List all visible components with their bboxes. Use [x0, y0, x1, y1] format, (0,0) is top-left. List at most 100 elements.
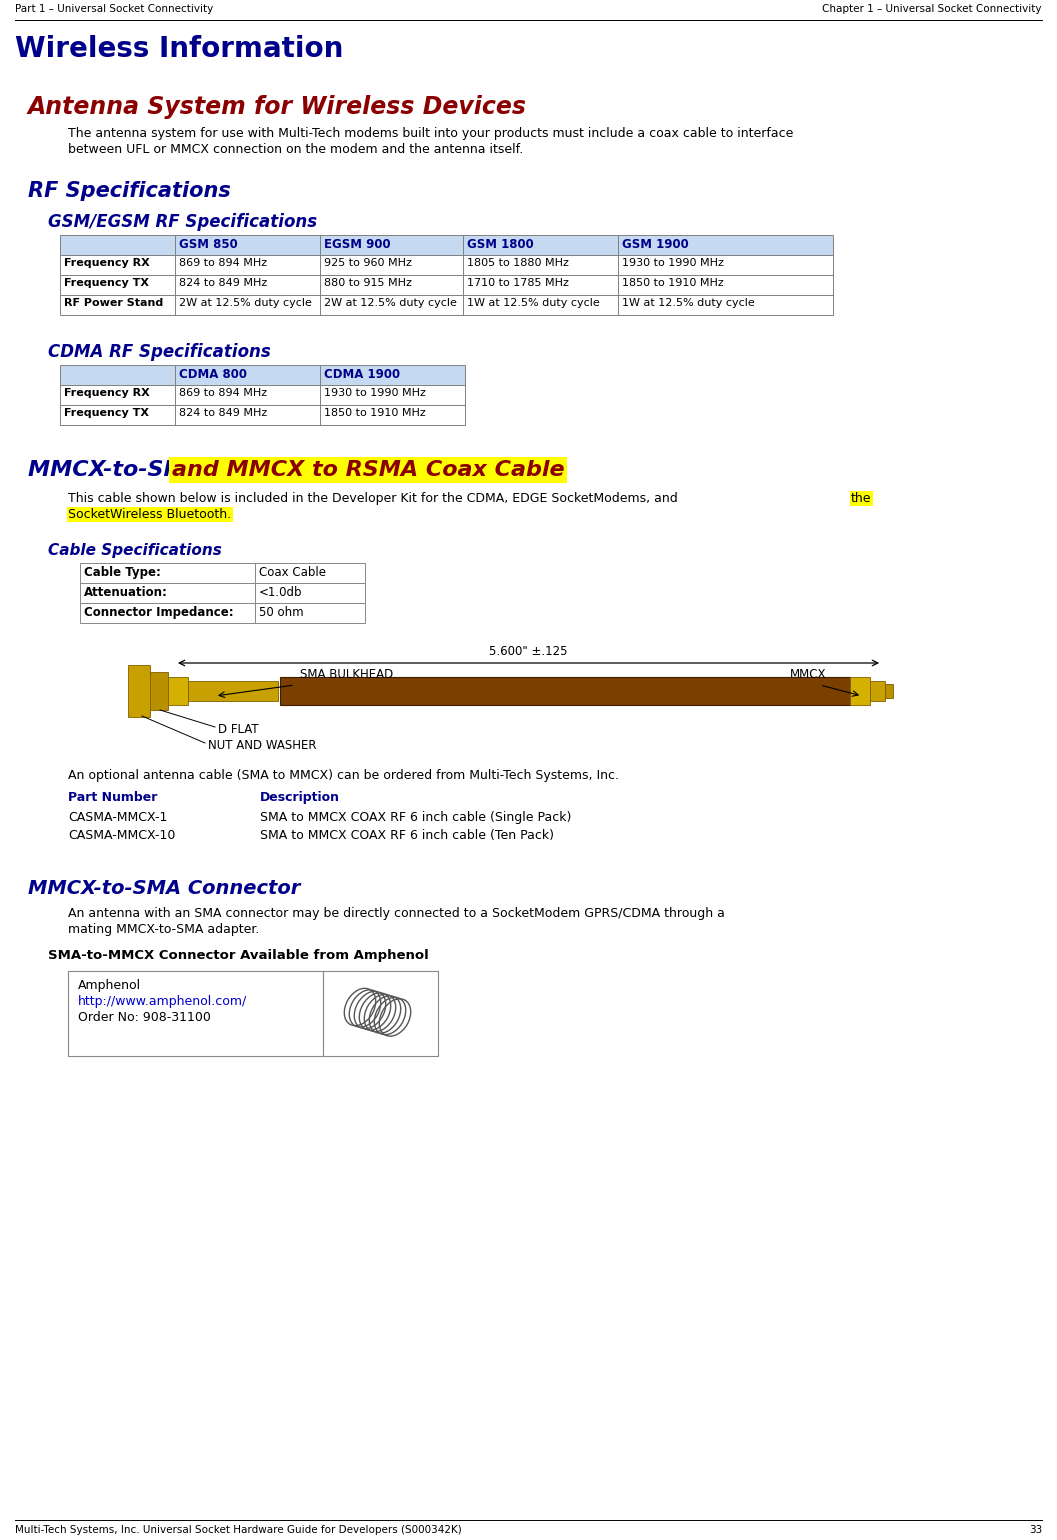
- Bar: [175, 365, 320, 385]
- Bar: [255, 584, 365, 604]
- Text: mating MMCX-to-SMA adapter.: mating MMCX-to-SMA adapter.: [68, 922, 259, 936]
- Text: http://www.amphenol.com/: http://www.amphenol.com/: [78, 995, 247, 1009]
- Text: SMA to MMCX COAX RF 6 inch cable (Single Pack): SMA to MMCX COAX RF 6 inch cable (Single…: [260, 812, 572, 824]
- Bar: [60, 256, 175, 276]
- Text: RF Specifications: RF Specifications: [27, 182, 230, 202]
- Text: GSM/EGSM RF Specifications: GSM/EGSM RF Specifications: [48, 213, 317, 231]
- Text: NUT AND WASHER: NUT AND WASHER: [208, 739, 316, 752]
- Text: Wireless Information: Wireless Information: [15, 35, 344, 63]
- Bar: [175, 236, 320, 256]
- Text: 2W at 12.5% duty cycle: 2W at 12.5% duty cycle: [324, 299, 457, 308]
- Bar: [320, 276, 463, 296]
- Bar: [168, 678, 188, 705]
- Text: CDMA RF Specifications: CDMA RF Specifications: [48, 343, 271, 360]
- Bar: [320, 256, 463, 276]
- Text: This cable shown below is included in the Developer Kit for the CDMA, EDGE Socke: This cable shown below is included in th…: [68, 491, 682, 505]
- Text: 824 to 849 MHz: 824 to 849 MHz: [179, 279, 267, 288]
- Bar: [175, 296, 320, 316]
- Text: CASMA-MMCX-1: CASMA-MMCX-1: [68, 812, 167, 824]
- Bar: [255, 564, 365, 584]
- Text: D FLAT: D FLAT: [218, 722, 259, 736]
- Bar: [323, 972, 438, 1056]
- Bar: [60, 385, 175, 405]
- Bar: [618, 256, 833, 276]
- Text: between UFL or MMCX connection on the modem and the antenna itself.: between UFL or MMCX connection on the mo…: [68, 143, 523, 156]
- Text: Coax Cable: Coax Cable: [259, 567, 326, 579]
- Bar: [618, 296, 833, 316]
- Text: GSM 850: GSM 850: [179, 239, 238, 251]
- Text: 869 to 894 MHz: 869 to 894 MHz: [179, 388, 267, 397]
- Text: Frequency RX: Frequency RX: [64, 388, 150, 397]
- Bar: [463, 236, 618, 256]
- Text: 1W at 12.5% duty cycle: 1W at 12.5% duty cycle: [622, 299, 755, 308]
- Text: 1850 to 1910 MHz: 1850 to 1910 MHz: [324, 408, 426, 417]
- Bar: [463, 256, 618, 276]
- Text: 50 ohm: 50 ohm: [259, 607, 303, 619]
- Bar: [320, 405, 465, 425]
- Text: Cable Type:: Cable Type:: [84, 567, 161, 579]
- Text: 1930 to 1990 MHz: 1930 to 1990 MHz: [622, 259, 724, 268]
- Text: 1710 to 1785 MHz: 1710 to 1785 MHz: [467, 279, 569, 288]
- Bar: [320, 296, 463, 316]
- Text: An optional antenna cable (SMA to MMCX) can be ordered from Multi-Tech Systems, : An optional antenna cable (SMA to MMCX) …: [68, 768, 619, 782]
- Bar: [175, 256, 320, 276]
- Text: CASMA-MMCX-10: CASMA-MMCX-10: [68, 829, 175, 842]
- Bar: [280, 678, 850, 705]
- Bar: [175, 385, 320, 405]
- Bar: [60, 296, 175, 316]
- Bar: [60, 405, 175, 425]
- Bar: [255, 604, 365, 624]
- Bar: [60, 276, 175, 296]
- Bar: [60, 365, 175, 385]
- Bar: [175, 405, 320, 425]
- Text: The antenna system for use with Multi-Tech modems built into your products must : The antenna system for use with Multi-Te…: [68, 126, 794, 140]
- Bar: [60, 236, 175, 256]
- Bar: [320, 365, 465, 385]
- Text: MMCX-to-SMA Connector: MMCX-to-SMA Connector: [27, 879, 300, 898]
- Text: CDMA 800: CDMA 800: [179, 368, 247, 380]
- Text: 1805 to 1880 MHz: 1805 to 1880 MHz: [467, 259, 569, 268]
- Text: 925 to 960 MHz: 925 to 960 MHz: [324, 259, 412, 268]
- Bar: [128, 665, 150, 718]
- Text: Frequency TX: Frequency TX: [64, 408, 149, 417]
- Text: MMCX-to-SMA: MMCX-to-SMA: [27, 460, 210, 480]
- Text: 880 to 915 MHz: 880 to 915 MHz: [324, 279, 412, 288]
- Text: Description: Description: [260, 792, 340, 804]
- Bar: [80, 564, 255, 584]
- Text: Multi-Tech Systems, Inc. Universal Socket Hardware Guide for Developers (S000342: Multi-Tech Systems, Inc. Universal Socke…: [15, 1525, 462, 1535]
- Text: Frequency TX: Frequency TX: [64, 279, 149, 288]
- Text: Frequency RX: Frequency RX: [64, 259, 150, 268]
- Bar: [618, 276, 833, 296]
- Bar: [150, 671, 168, 710]
- Text: EGSM 900: EGSM 900: [324, 239, 391, 251]
- Text: CDMA 1900: CDMA 1900: [324, 368, 401, 380]
- Text: 5.600" ±.125: 5.600" ±.125: [489, 645, 568, 658]
- Text: the: the: [851, 491, 872, 505]
- Bar: [68, 972, 323, 1056]
- Bar: [850, 678, 870, 705]
- Bar: [188, 681, 278, 701]
- Bar: [885, 684, 893, 698]
- Text: Part Number: Part Number: [68, 792, 157, 804]
- Text: Amphenol: Amphenol: [78, 979, 142, 992]
- Text: Antenna System for Wireless Devices: Antenna System for Wireless Devices: [27, 95, 527, 119]
- Text: SocketWireless Bluetooth.: SocketWireless Bluetooth.: [68, 508, 231, 521]
- Text: RF Power Stand: RF Power Stand: [64, 299, 163, 308]
- Text: Attenuation:: Attenuation:: [84, 587, 168, 599]
- Text: Part 1 – Universal Socket Connectivity: Part 1 – Universal Socket Connectivity: [15, 5, 214, 14]
- Bar: [463, 276, 618, 296]
- Text: Cable Specifications: Cable Specifications: [48, 544, 222, 557]
- Text: SMA BULKHEAD: SMA BULKHEAD: [300, 668, 393, 681]
- Text: SMA-to-MMCX Connector Available from Amphenol: SMA-to-MMCX Connector Available from Amp…: [48, 949, 429, 962]
- Text: Connector Impedance:: Connector Impedance:: [84, 607, 234, 619]
- Text: SMA to MMCX COAX RF 6 inch cable (Ten Pack): SMA to MMCX COAX RF 6 inch cable (Ten Pa…: [260, 829, 554, 842]
- Bar: [870, 681, 885, 701]
- Text: 2W at 12.5% duty cycle: 2W at 12.5% duty cycle: [179, 299, 312, 308]
- Bar: [618, 236, 833, 256]
- Text: 1930 to 1990 MHz: 1930 to 1990 MHz: [324, 388, 426, 397]
- Text: MMCX: MMCX: [790, 668, 827, 681]
- Text: <1.0db: <1.0db: [259, 587, 302, 599]
- Bar: [320, 385, 465, 405]
- Text: Chapter 1 – Universal Socket Connectivity: Chapter 1 – Universal Socket Connectivit…: [822, 5, 1042, 14]
- Text: and MMCX to RSMA Coax Cable: and MMCX to RSMA Coax Cable: [172, 460, 564, 480]
